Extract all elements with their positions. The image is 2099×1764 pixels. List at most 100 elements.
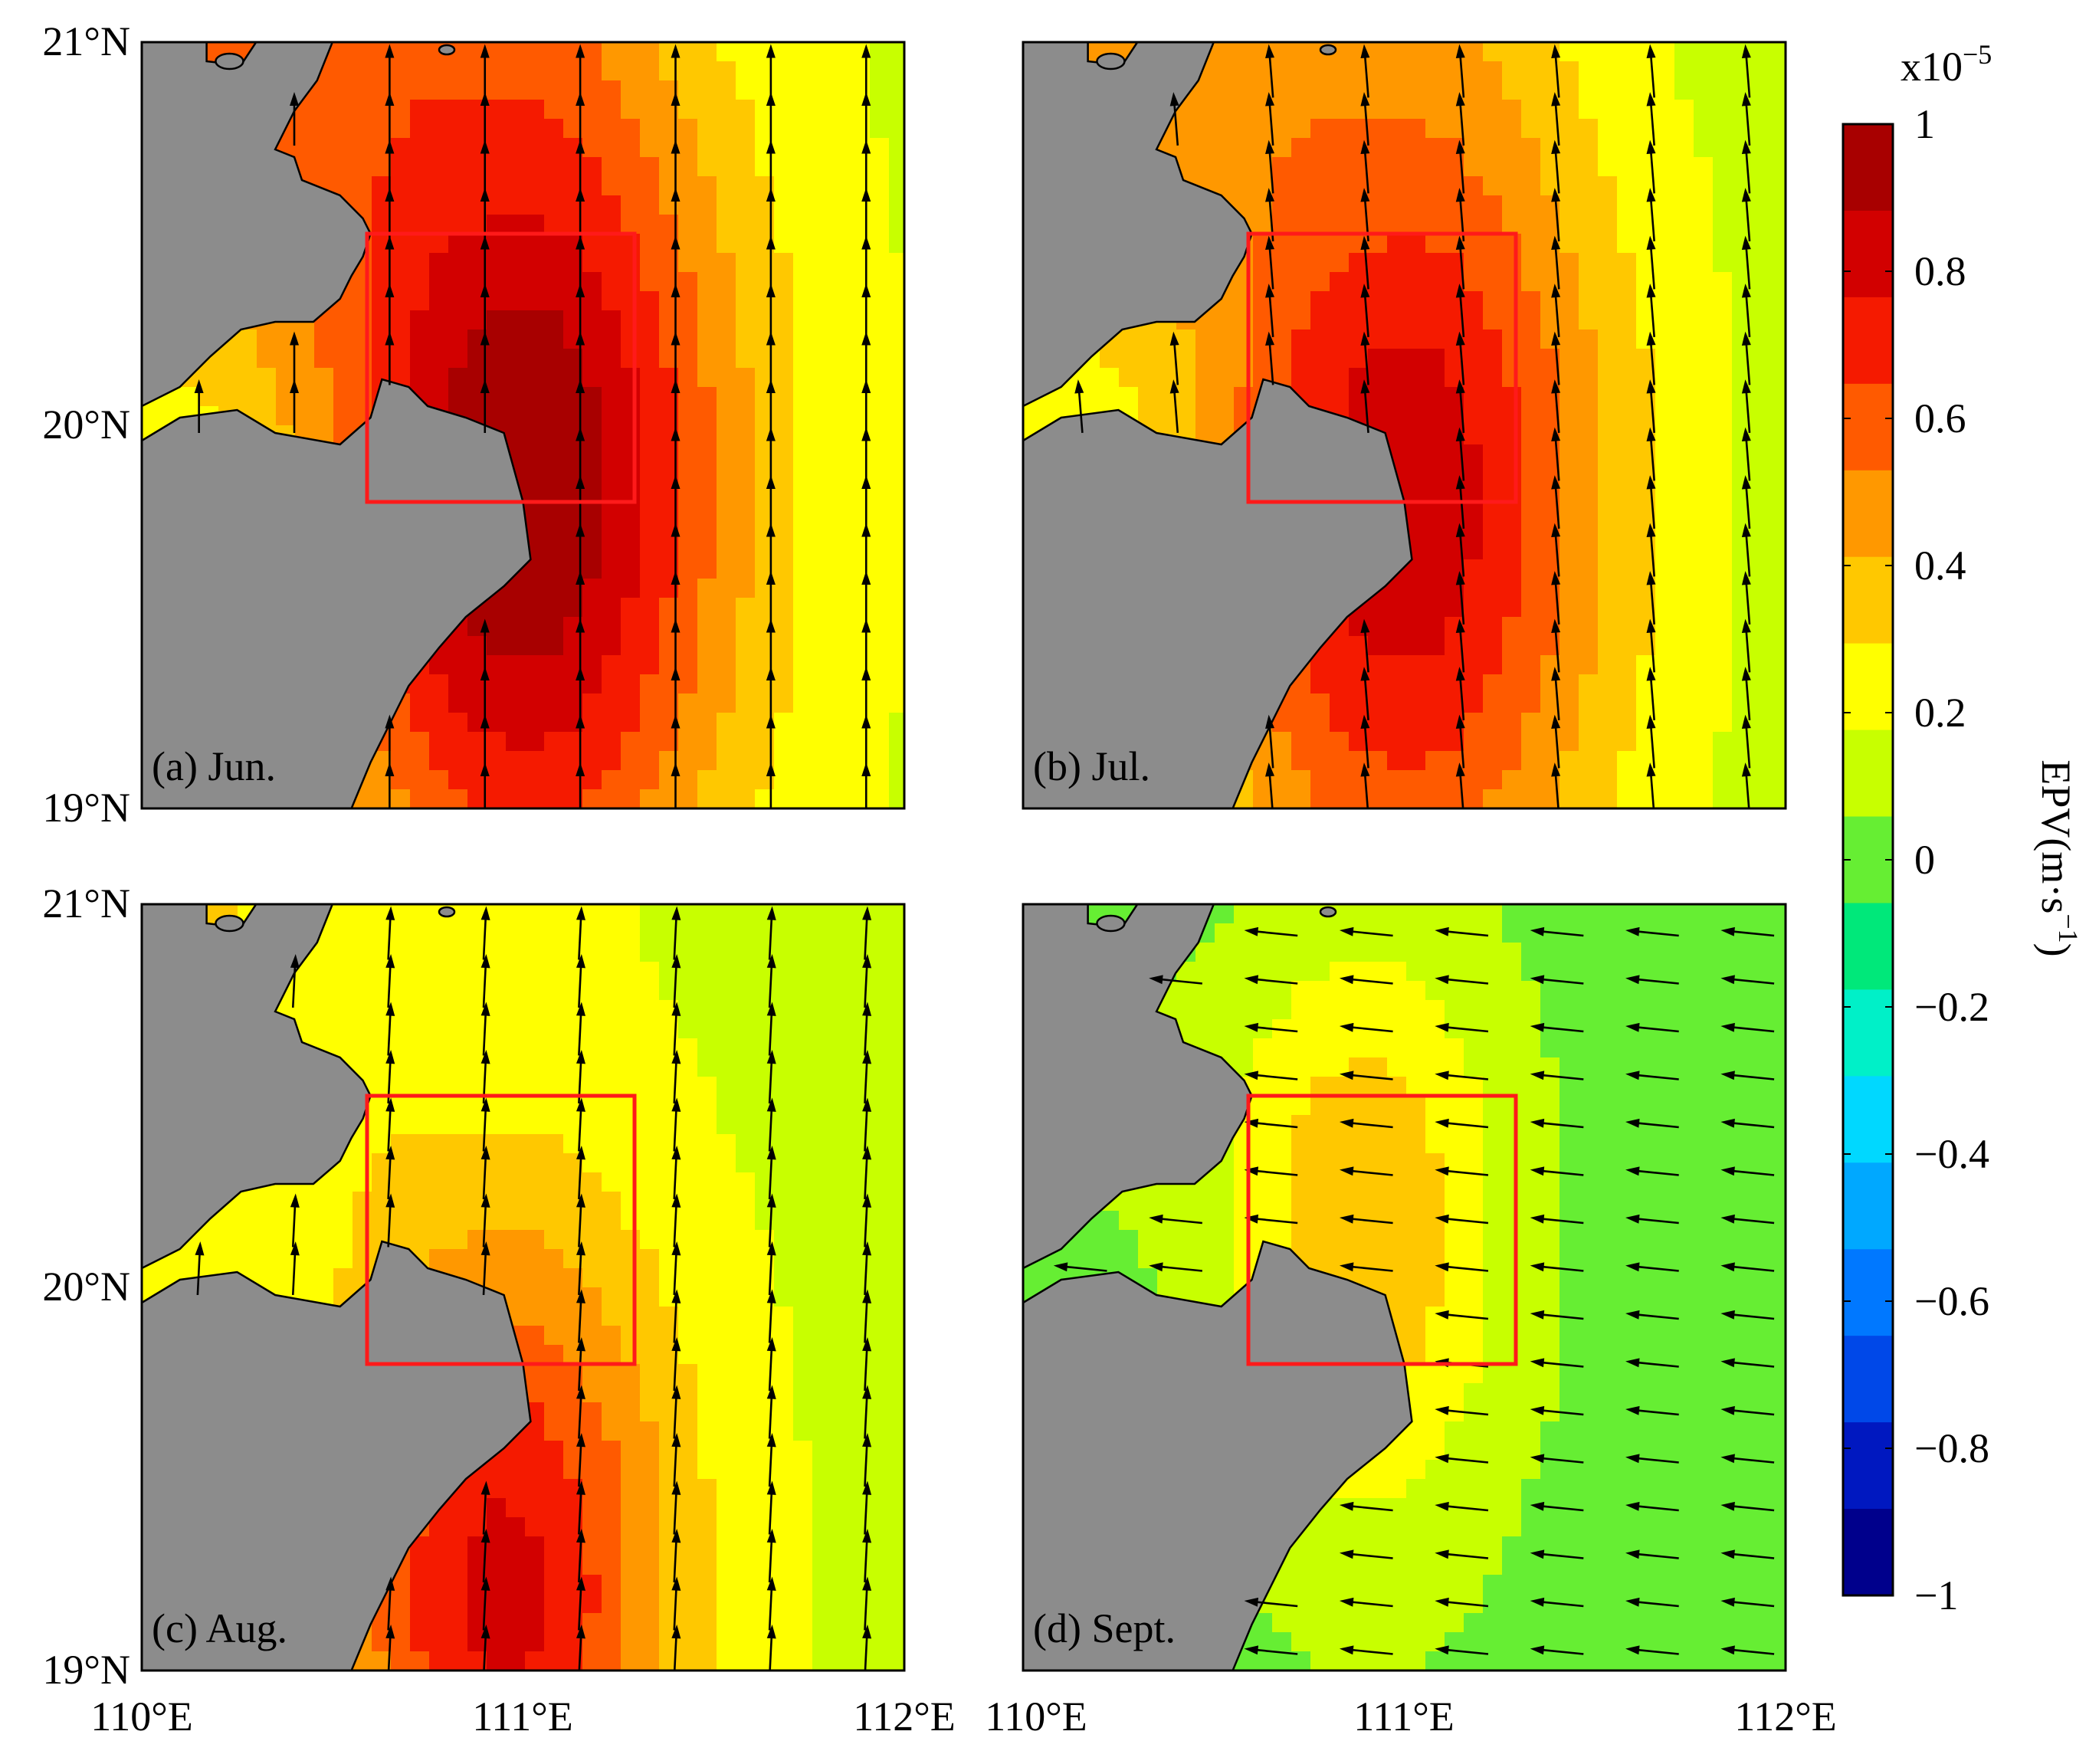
wind-arrow (766, 1050, 776, 1104)
wind-arrow (1625, 1310, 1679, 1320)
wind-arrow (1646, 571, 1656, 625)
wind-arrow (1551, 284, 1561, 337)
wind-arrow (1360, 139, 1370, 194)
wind-arrow (1455, 571, 1465, 625)
wind-arrow (290, 92, 299, 146)
panel-frame-c (140, 903, 906, 1672)
wind-arrow (1339, 1022, 1393, 1033)
wind-arrow (576, 1337, 585, 1392)
panel-label-d: (d) Sept. (1033, 1605, 1176, 1651)
wind-arrow (1435, 1022, 1489, 1033)
wind-arrow (671, 1625, 681, 1671)
wind-arrow (1435, 1549, 1489, 1559)
wind-arrow (861, 44, 871, 98)
wind-arrow (1339, 1118, 1393, 1129)
wind-arrow (1720, 1310, 1775, 1320)
wind-arrow (1720, 1501, 1775, 1512)
wind-arrow (766, 1529, 776, 1583)
wind-arrow (1265, 284, 1275, 337)
lat-tick-21-top: 21°N (42, 18, 130, 64)
wind-arrow (1360, 618, 1370, 673)
lon-tick-112-left: 112°E (853, 1694, 956, 1739)
wind-arrow (671, 1529, 681, 1583)
wind-arrow (766, 1097, 776, 1152)
colorbar-band (1843, 124, 1893, 211)
wind-arrow (1339, 1166, 1393, 1176)
wind-arrow (1720, 1405, 1775, 1416)
wind-arrow (1646, 427, 1656, 481)
wind-arrow (1244, 1022, 1298, 1033)
colorbar-band (1843, 1162, 1893, 1250)
wind-arrow (1455, 475, 1465, 529)
wind-arrow (480, 1193, 490, 1248)
wind-arrow (1741, 427, 1751, 481)
wind-arrow (480, 379, 490, 433)
colorbar-scale: x10−5 (1901, 39, 1992, 90)
colorbar-band (1843, 989, 1893, 1077)
wind-arrow (1530, 926, 1584, 937)
wind-arrow (576, 1241, 585, 1296)
panel-a: (a) Jun. (140, 41, 906, 810)
wind-arrow (766, 571, 776, 625)
wind-arrow (1530, 1118, 1584, 1129)
wind-arrow (1625, 1071, 1679, 1080)
wind-arrow (1741, 571, 1751, 625)
wind-arrow (862, 1002, 872, 1056)
wind-arrow (1074, 379, 1084, 433)
panel-label-bg-a (149, 736, 318, 797)
wind-arrow (671, 379, 681, 433)
colorbar-tick-label: 0.6 (1914, 395, 1966, 441)
lon-tick-112-right: 112°E (1734, 1694, 1837, 1739)
wind-arrow (194, 379, 204, 433)
colorbar-band (1843, 470, 1893, 558)
wind-arrow (1741, 44, 1751, 98)
colorbar-band (1843, 1076, 1893, 1163)
land-c (142, 904, 532, 1671)
wind-arrow (1244, 1071, 1298, 1080)
wind-arrow (1169, 331, 1179, 385)
wind-arrow (1435, 1454, 1489, 1464)
wind-arrow (290, 379, 299, 433)
wind-arrow (1646, 331, 1656, 385)
wind-arrow (671, 1576, 681, 1631)
wind-arrow (1551, 331, 1561, 385)
wind-arrow (1360, 714, 1370, 769)
wind-arrow (385, 331, 395, 385)
wind-arrow (671, 762, 681, 808)
panel-label-a: (a) Jun. (152, 743, 276, 789)
wind-arrow (480, 714, 490, 769)
wind-arrow (766, 523, 776, 577)
wind-arrow (385, 44, 395, 98)
wind-arrow (1530, 975, 1584, 985)
wind-arrow (1265, 714, 1275, 769)
wind-arrow (385, 954, 395, 1008)
wind-arrow (1360, 379, 1370, 433)
wind-arrow (480, 284, 490, 337)
wind-arrow (1551, 235, 1561, 290)
panel-frame-a (140, 41, 906, 810)
wind-arrow (1720, 1358, 1775, 1368)
region-box-a (365, 231, 637, 504)
wind-arrow (671, 475, 681, 529)
wind-arrow (671, 714, 681, 769)
wind-arrow (1741, 475, 1751, 529)
wind-arrow (1244, 975, 1298, 985)
wind-arrow (766, 139, 776, 194)
lon-tick-110-left: 110°E (90, 1694, 193, 1739)
wind-arrow (861, 618, 871, 673)
wind-arrow (1265, 762, 1275, 808)
wind-arrow (480, 235, 490, 290)
wind-arrow (1646, 475, 1656, 529)
wind-arrow (766, 475, 776, 529)
wind-arrow (1530, 1549, 1584, 1559)
wind-arrow (290, 1241, 300, 1296)
colorbar-band (1843, 1422, 1893, 1510)
wind-arrow (1435, 1501, 1489, 1512)
wind-arrow (766, 1241, 776, 1296)
wind-arrow (1360, 92, 1370, 146)
colorbar-band (1843, 730, 1893, 818)
wind-arrow (1265, 44, 1275, 98)
colorbar-tick-label: −0.4 (1914, 1131, 1989, 1177)
region-box-c (365, 1093, 637, 1366)
wind-arrow (576, 1433, 585, 1487)
